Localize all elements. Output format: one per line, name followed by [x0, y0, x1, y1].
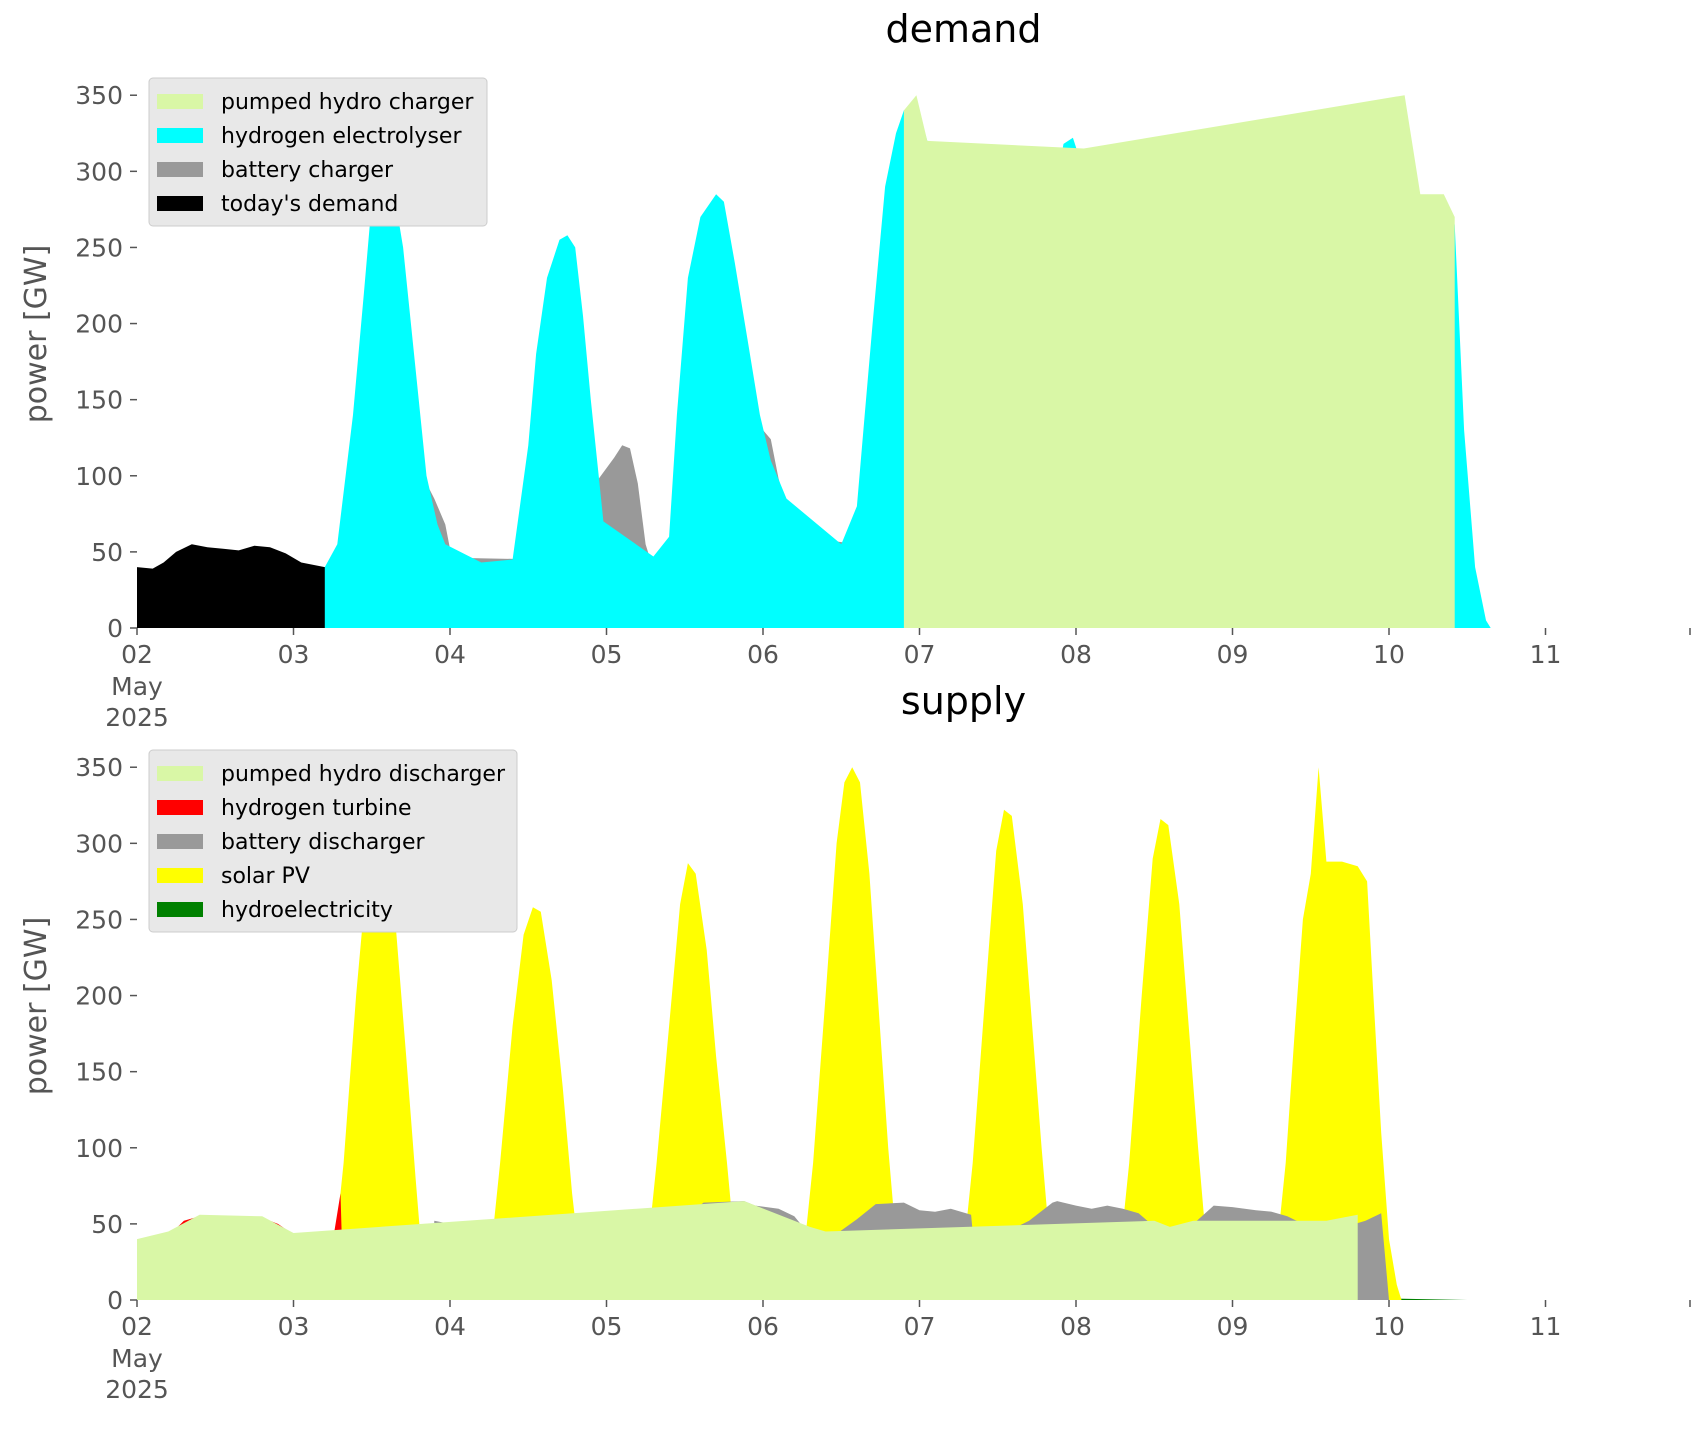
y-tick-label: 200	[75, 310, 123, 339]
y-tick-label: 50	[91, 538, 123, 567]
x-tick-label: 05	[591, 640, 623, 669]
x-tick-label: 10	[1373, 640, 1405, 669]
y-tick-label: 100	[75, 1134, 123, 1163]
x-tick-label: 04	[434, 1312, 466, 1341]
legend-label: pumped hydro discharger	[221, 762, 506, 787]
x-tick-label: 09	[1217, 1312, 1249, 1341]
y-tick-label: 350	[75, 81, 123, 110]
legend-swatch	[157, 902, 203, 917]
legend-label: hydrogen electrolyser	[221, 124, 462, 149]
legend-label: today's demand	[221, 192, 398, 217]
legend-box	[148, 77, 488, 227]
x-tick-label: 08	[1060, 1312, 1092, 1341]
legend-label: solar PV	[221, 864, 310, 889]
y-tick-label: 0	[107, 1286, 123, 1315]
x-tick-label: 03	[278, 640, 310, 669]
legend-swatch	[157, 868, 203, 883]
legend-label: pumped hydro charger	[221, 90, 474, 115]
legend-swatch	[157, 128, 203, 143]
y-tick-label: 100	[75, 462, 123, 491]
x-tick-label: 10	[1373, 1312, 1405, 1341]
legend-swatch	[157, 196, 203, 211]
series-group	[137, 767, 1468, 1300]
y-tick-label: 0	[107, 614, 123, 643]
y-tick-label: 150	[75, 1058, 123, 1087]
legend-label: hydrogen turbine	[221, 796, 412, 821]
series-area-solar-pv	[321, 767, 1402, 1300]
chart-title: supply	[901, 679, 1026, 723]
y-axis-label: power [GW]	[19, 245, 54, 424]
x-tick-label: 02	[121, 640, 153, 669]
legend-swatch	[157, 94, 203, 109]
x-tick-label: 09	[1217, 640, 1249, 669]
legend-swatch	[157, 800, 203, 815]
legend-swatch	[157, 766, 203, 781]
x-tick-label: 08	[1060, 640, 1092, 669]
legend-swatch	[157, 162, 203, 177]
x-tick-label: 06	[747, 640, 779, 669]
y-tick-label: 150	[75, 386, 123, 415]
x-tick-sublabel: 2025	[105, 703, 169, 732]
series-area-pumped-hydro-discharger	[137, 1201, 1358, 1300]
x-tick-sublabel: May	[111, 672, 163, 701]
legend-label: hydroelectricity	[221, 898, 393, 923]
legend-label: battery discharger	[221, 830, 426, 855]
y-axis-label: power [GW]	[19, 917, 54, 1096]
series-group	[137, 95, 1491, 629]
x-tick-label: 05	[591, 1312, 623, 1341]
y-tick-label: 50	[91, 1210, 123, 1239]
x-tick-label: 03	[278, 1312, 310, 1341]
x-tick-sublabel: May	[111, 1344, 163, 1373]
legend-swatch	[157, 834, 203, 849]
x-tick-label: 06	[747, 1312, 779, 1341]
y-tick-label: 200	[75, 982, 123, 1011]
y-tick-label: 250	[75, 233, 123, 262]
x-tick-label: 11	[1530, 1312, 1562, 1341]
y-tick-label: 250	[75, 905, 123, 934]
x-tick-label: 07	[904, 1312, 936, 1341]
x-tick-sublabel: 2025	[105, 1375, 169, 1404]
chart-title: demand	[885, 7, 1041, 51]
x-tick-label: 07	[904, 640, 936, 669]
x-tick-label: 02	[121, 1312, 153, 1341]
y-tick-label: 300	[75, 157, 123, 186]
y-tick-label: 300	[75, 829, 123, 858]
x-tick-label: 04	[434, 640, 466, 669]
legend-box	[148, 749, 518, 933]
legend-label: battery charger	[221, 158, 394, 183]
series-area-pumped-hydro-charger	[903, 95, 1455, 628]
x-tick-label: 11	[1530, 640, 1562, 669]
y-tick-label: 350	[75, 753, 123, 782]
